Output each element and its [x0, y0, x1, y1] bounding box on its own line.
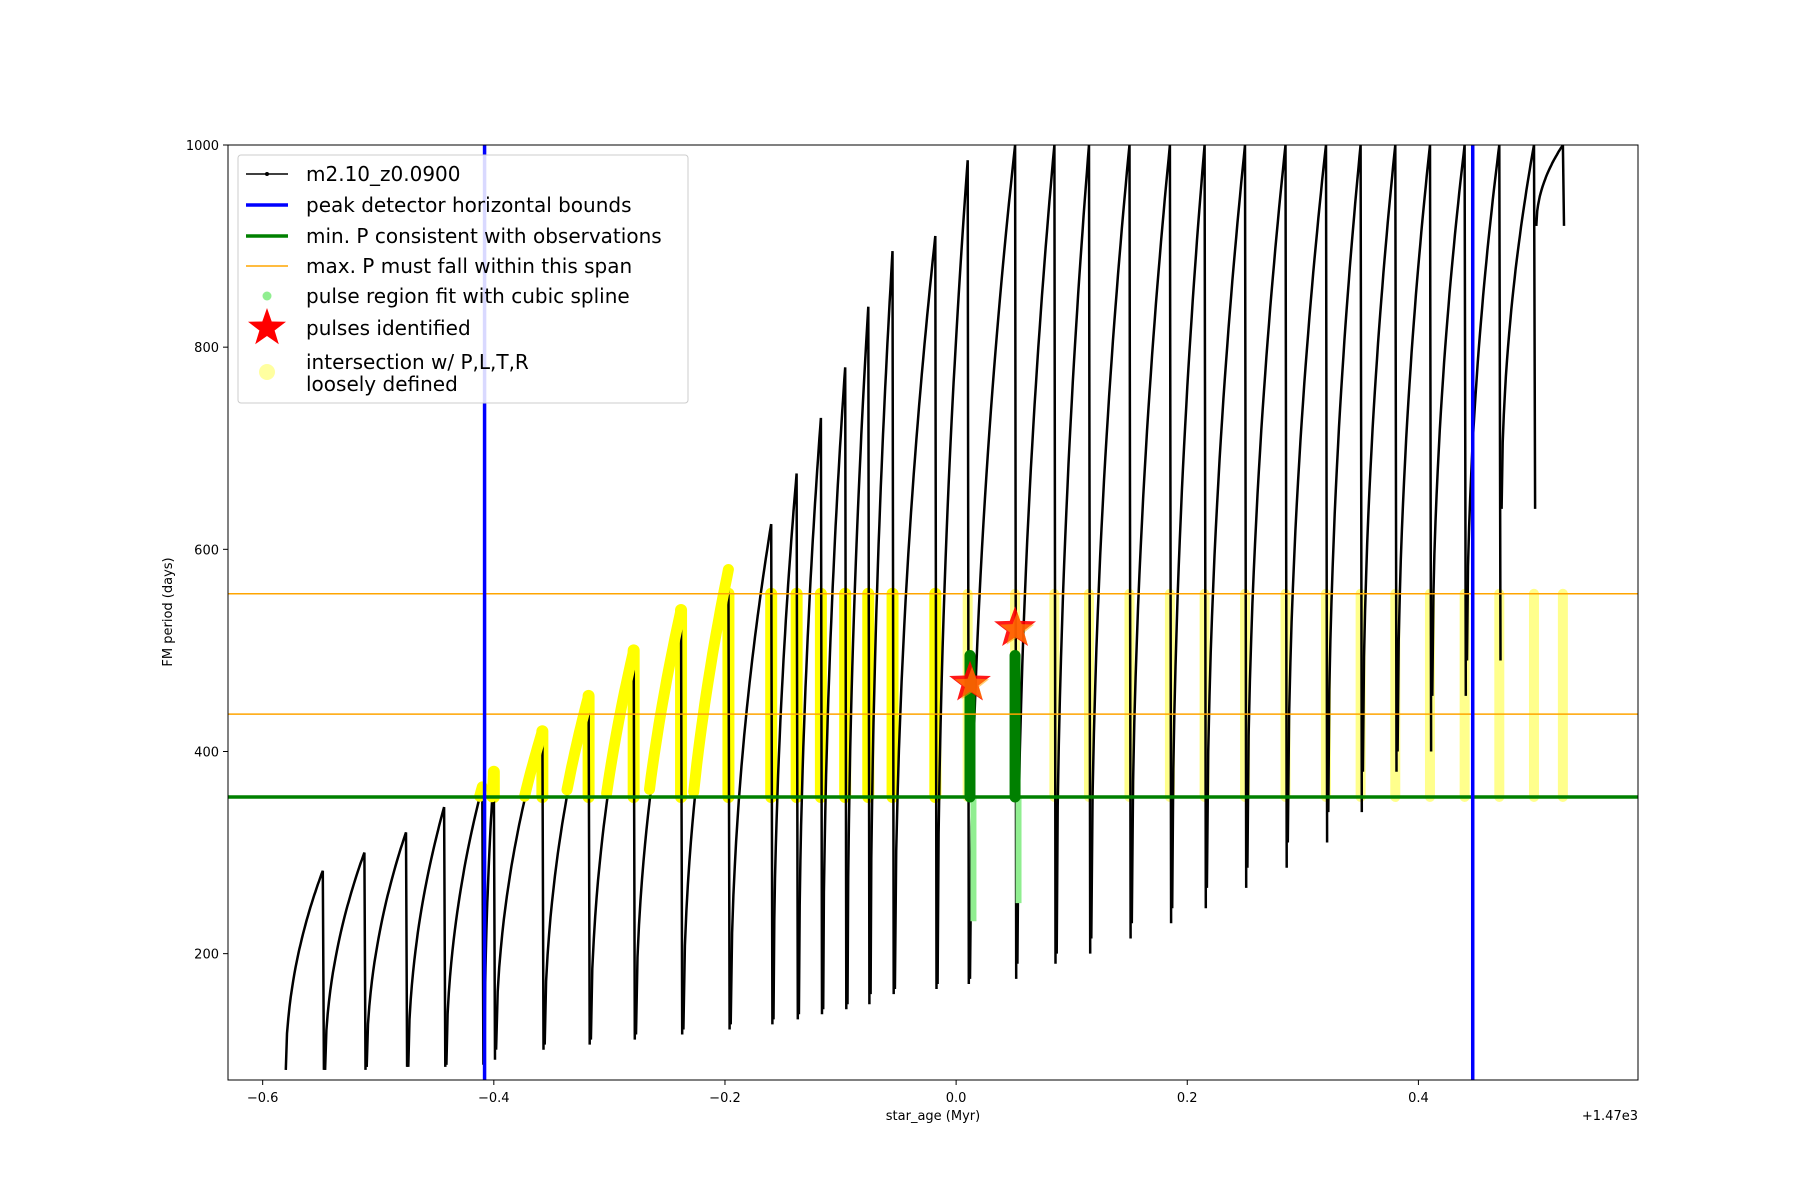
pulse-identified-star-glow — [999, 612, 1035, 645]
model-pulse-curve — [1016, 145, 1057, 964]
x-tick-label: −0.2 — [709, 1091, 741, 1106]
legend-box — [237, 154, 689, 404]
legend-label: m2.10_z0.0900 — [306, 162, 461, 186]
x-tick-label: −0.6 — [247, 1091, 279, 1106]
intersection-arc — [486, 766, 500, 803]
model-pulse-curve — [772, 473, 800, 1020]
model-pulse-curve — [1130, 145, 1173, 924]
model-pulse-curve — [893, 235, 938, 990]
legend-handle — [248, 308, 286, 345]
legend-handle — [262, 291, 272, 301]
x-axis-label: star_age (Myr) — [886, 1109, 980, 1124]
model-pulse-curve — [1535, 145, 1566, 226]
model-pulse-curve — [869, 251, 895, 995]
model-pulse-curve — [1170, 145, 1208, 909]
model-pulse-curve — [968, 145, 1018, 979]
intersection-arc — [474, 781, 488, 802]
y-tick-label: 600 — [194, 543, 219, 558]
model-pulse-curve — [284, 870, 326, 1070]
model-pulse-curve — [1431, 145, 1468, 696]
y-axis-label: FM period (days) — [161, 557, 176, 666]
intersection-arc — [519, 725, 548, 802]
x-tick-label: 0.0 — [946, 1091, 967, 1106]
model-pulse-curve — [1500, 145, 1537, 509]
model-pulse-curve — [323, 852, 367, 1070]
x-tick-label: 0.2 — [1177, 1091, 1198, 1106]
y-tick-label: 400 — [194, 745, 219, 760]
plot-frame — [227, 144, 1639, 1081]
y-axis: 200 400 600 800 1000 — [186, 139, 228, 963]
intersection-arc — [561, 690, 595, 796]
legend-handle — [259, 364, 275, 380]
model-pulse-curve — [1205, 145, 1248, 888]
model-pulse-curve — [936, 160, 971, 985]
legend-label: max. P must fall within this span — [306, 254, 632, 278]
legend-label: peak detector horizontal bounds — [306, 193, 632, 217]
model-pulse-curve — [797, 417, 824, 1015]
y-tick-label: 800 — [194, 341, 219, 356]
model-pulse-curve — [1090, 145, 1132, 939]
x-offset-label: +1.47e3 — [1582, 1109, 1638, 1124]
model-pulse-curve — [445, 786, 485, 1065]
model-pulse-curve — [846, 306, 871, 1005]
y-tick-label: 1000 — [186, 139, 219, 154]
x-tick-label: 0.4 — [1408, 1091, 1429, 1106]
legend-label: pulses identified — [306, 316, 471, 340]
model-pulse-curve — [365, 832, 409, 1067]
x-axis: −0.6 −0.4 −0.2 0.0 0.2 0.4 — [247, 1080, 1429, 1106]
model-pulse-curve — [729, 523, 774, 1025]
model-pulse-curve — [821, 367, 848, 1010]
legend-label-line2: loosely defined — [306, 372, 458, 396]
model-pulse-curve — [1327, 145, 1364, 813]
model-pulse-curve — [407, 806, 447, 1067]
x-tick-label: −0.4 — [478, 1091, 510, 1106]
legend-handle-dot — [265, 172, 269, 176]
intersection-arc — [688, 564, 734, 798]
model-pulse-curve — [1246, 145, 1288, 868]
model-pulse-curve — [1286, 145, 1329, 843]
legend-label: min. P consistent with observations — [306, 224, 662, 248]
y-tick-label: 200 — [194, 948, 219, 963]
model-pulse-curve — [1396, 145, 1433, 752]
intersection-arc — [644, 604, 687, 795]
model-pulse-curve — [1361, 145, 1398, 772]
legend-label: pulse region fit with cubic spline — [306, 284, 630, 308]
pulse-identified-star-glow — [954, 666, 990, 700]
legend-label: intersection w/ P,L,T,R — [306, 350, 529, 374]
series-layer — [228, 145, 1638, 1080]
model-pulse-curve — [1055, 145, 1092, 954]
